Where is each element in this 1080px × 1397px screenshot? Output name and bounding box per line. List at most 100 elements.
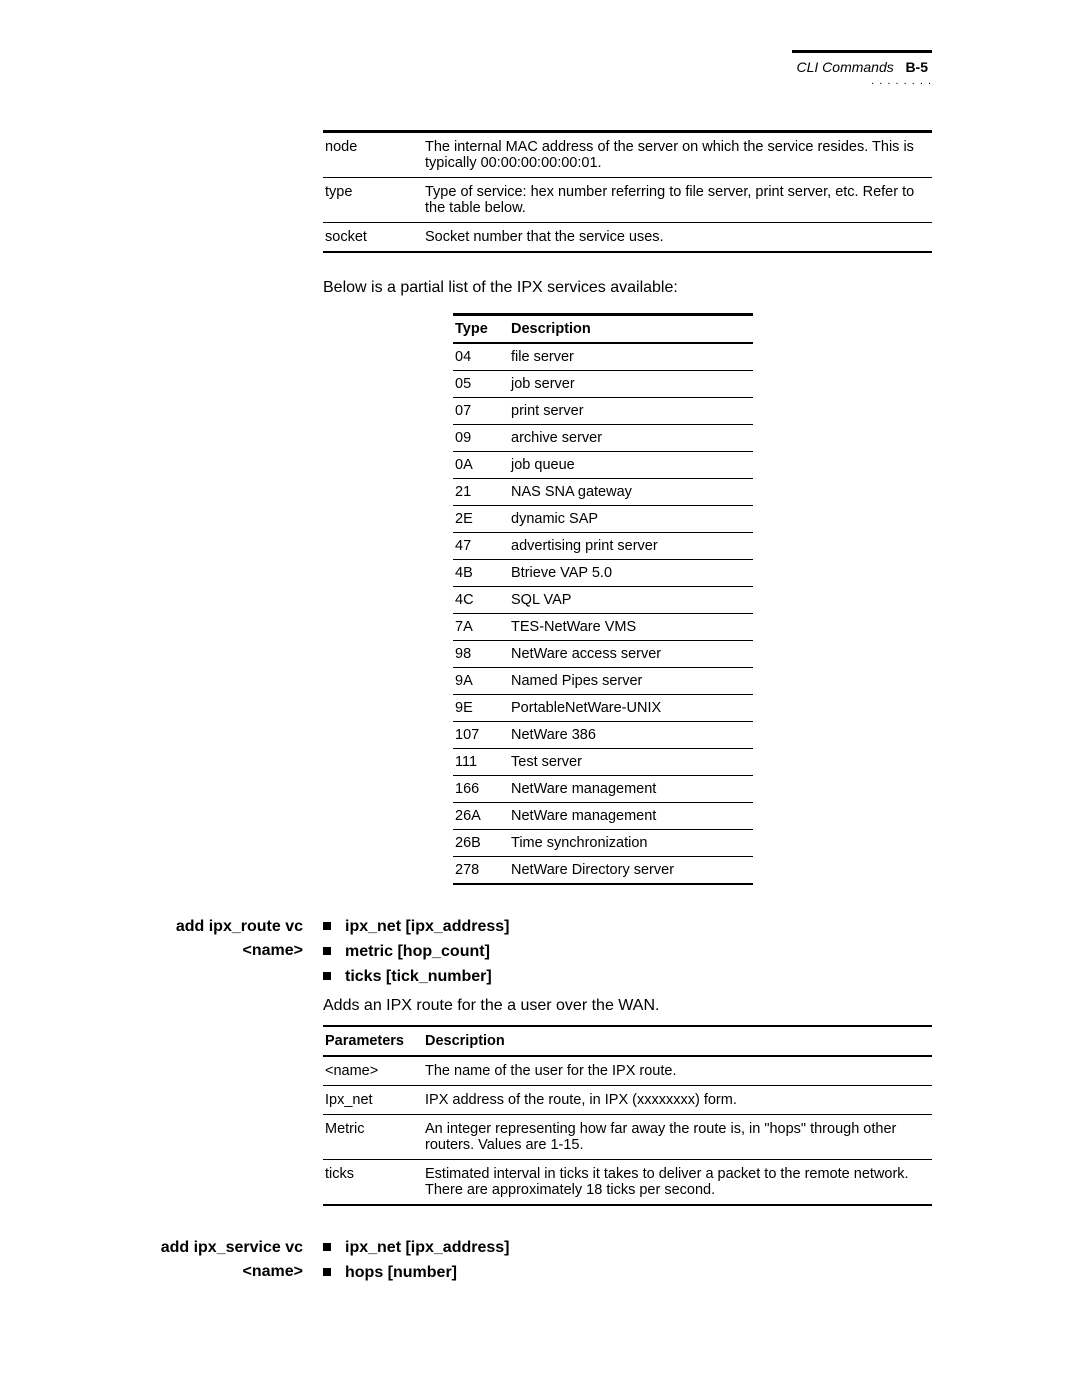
ipx-type-table: Type Description 04file server05job serv… <box>453 313 753 885</box>
table-row: node The internal MAC address of the ser… <box>323 132 932 178</box>
col-parameters: Parameters <box>323 1026 423 1056</box>
type-desc: NetWare management <box>509 803 753 830</box>
title-line-1: add ipx_route vc <box>148 915 303 939</box>
type-code: 07 <box>453 398 509 425</box>
table-row: 4CSQL VAP <box>453 587 753 614</box>
table-row: 26BTime synchronization <box>453 830 753 857</box>
param-desc: The internal MAC address of the server o… <box>423 132 932 178</box>
header-dots: . . . . . . . . <box>752 77 932 86</box>
type-desc: advertising print server <box>509 533 753 560</box>
header-text: CLI Commands B-5 <box>752 59 932 75</box>
table-row: 166NetWare management <box>453 776 753 803</box>
param-desc: Socket number that the service uses. <box>423 223 932 253</box>
top-param-table: node The internal MAC address of the ser… <box>323 130 932 253</box>
col-type: Type <box>453 315 509 344</box>
page-header: CLI Commands B-5 . . . . . . . . <box>752 50 932 86</box>
main-content: node The internal MAC address of the ser… <box>323 60 932 885</box>
section-title: add ipx_service vc <name> <box>148 1236 323 1294</box>
route-param-table: Parameters Description <name> The name o… <box>323 1025 932 1206</box>
table-row: Metric An integer representing how far a… <box>323 1115 932 1160</box>
type-code: 107 <box>453 722 509 749</box>
table-row: 04file server <box>453 343 753 371</box>
type-code: 0A <box>453 452 509 479</box>
type-code: 98 <box>453 641 509 668</box>
type-code: 4C <box>453 587 509 614</box>
title-line-2: <name> <box>148 939 303 963</box>
table-header-row: Type Description <box>453 315 753 344</box>
col-description: Description <box>509 315 753 344</box>
section-title: add ipx_route vc <name> <box>148 915 323 1206</box>
table-row: 9ANamed Pipes server <box>453 668 753 695</box>
table-row: 2Edynamic SAP <box>453 506 753 533</box>
table-row: 05job server <box>453 371 753 398</box>
table-row: type Type of service: hex number referri… <box>323 178 932 223</box>
type-code: 47 <box>453 533 509 560</box>
type-code: 166 <box>453 776 509 803</box>
header-rule <box>792 50 932 53</box>
table-row: <name> The name of the user for the IPX … <box>323 1056 932 1086</box>
param-name: Metric <box>323 1115 423 1160</box>
option-item: metric [hop_count] <box>323 940 932 965</box>
type-desc: NetWare management <box>509 776 753 803</box>
table-row: 09archive server <box>453 425 753 452</box>
table-row: 98NetWare access server <box>453 641 753 668</box>
param-desc: The name of the user for the IPX route. <box>423 1056 932 1086</box>
ipx-intro-text: Below is a partial list of the IPX servi… <box>323 279 932 297</box>
param-desc: Estimated interval in ticks it takes to … <box>423 1160 932 1206</box>
table-row: 9EPortableNetWare-UNIX <box>453 695 753 722</box>
type-desc: TES-NetWare VMS <box>509 614 753 641</box>
option-list: ipx_net [ipx_address] metric [hop_count]… <box>323 915 932 989</box>
param-desc: IPX address of the route, in IPX (xxxxxx… <box>423 1086 932 1115</box>
option-item: hops [number] <box>323 1261 932 1286</box>
type-code: 21 <box>453 479 509 506</box>
param-name: <name> <box>323 1056 423 1086</box>
table-row: 21NAS SNA gateway <box>453 479 753 506</box>
type-code: 4B <box>453 560 509 587</box>
table-header-row: Parameters Description <box>323 1026 932 1056</box>
param-name: node <box>323 132 423 178</box>
type-code: 9A <box>453 668 509 695</box>
param-name: ticks <box>323 1160 423 1206</box>
type-desc: job server <box>509 371 753 398</box>
type-desc: Btrieve VAP 5.0 <box>509 560 753 587</box>
param-name: Ipx_net <box>323 1086 423 1115</box>
type-code: 26B <box>453 830 509 857</box>
type-code: 26A <box>453 803 509 830</box>
type-code: 111 <box>453 749 509 776</box>
param-desc: An integer representing how far away the… <box>423 1115 932 1160</box>
type-code: 2E <box>453 506 509 533</box>
table-row: socket Socket number that the service us… <box>323 223 932 253</box>
title-line-2: <name> <box>148 1260 303 1284</box>
param-desc: Type of service: hex number referring to… <box>423 178 932 223</box>
table-row: Ipx_net IPX address of the route, in IPX… <box>323 1086 932 1115</box>
type-desc: Named Pipes server <box>509 668 753 695</box>
type-desc: PortableNetWare-UNIX <box>509 695 753 722</box>
section-add-ipx-service: add ipx_service vc <name> ipx_net [ipx_a… <box>148 1236 932 1294</box>
type-desc: job queue <box>509 452 753 479</box>
table-row: 47advertising print server <box>453 533 753 560</box>
type-desc: file server <box>509 343 753 371</box>
type-code: 7A <box>453 614 509 641</box>
section-desc: Adds an IPX route for the a user over th… <box>323 997 932 1015</box>
table-row: 26ANetWare management <box>453 803 753 830</box>
table-row: 0Ajob queue <box>453 452 753 479</box>
type-code: 04 <box>453 343 509 371</box>
type-desc: NetWare Directory server <box>509 857 753 885</box>
type-code: 9E <box>453 695 509 722</box>
title-line-1: add ipx_service vc <box>148 1236 303 1260</box>
type-desc: NetWare access server <box>509 641 753 668</box>
option-item: ipx_net [ipx_address] <box>323 915 932 940</box>
param-name: socket <box>323 223 423 253</box>
type-desc: SQL VAP <box>509 587 753 614</box>
table-row: 07print server <box>453 398 753 425</box>
table-row: 111Test server <box>453 749 753 776</box>
option-item: ipx_net [ipx_address] <box>323 1236 932 1261</box>
table-row: ticks Estimated interval in ticks it tak… <box>323 1160 932 1206</box>
type-desc: Test server <box>509 749 753 776</box>
page-number: B-5 <box>905 59 928 75</box>
option-item: ticks [tick_number] <box>323 965 932 990</box>
type-desc: dynamic SAP <box>509 506 753 533</box>
table-row: 278NetWare Directory server <box>453 857 753 885</box>
type-code: 278 <box>453 857 509 885</box>
option-list: ipx_net [ipx_address] hops [number] <box>323 1236 932 1286</box>
